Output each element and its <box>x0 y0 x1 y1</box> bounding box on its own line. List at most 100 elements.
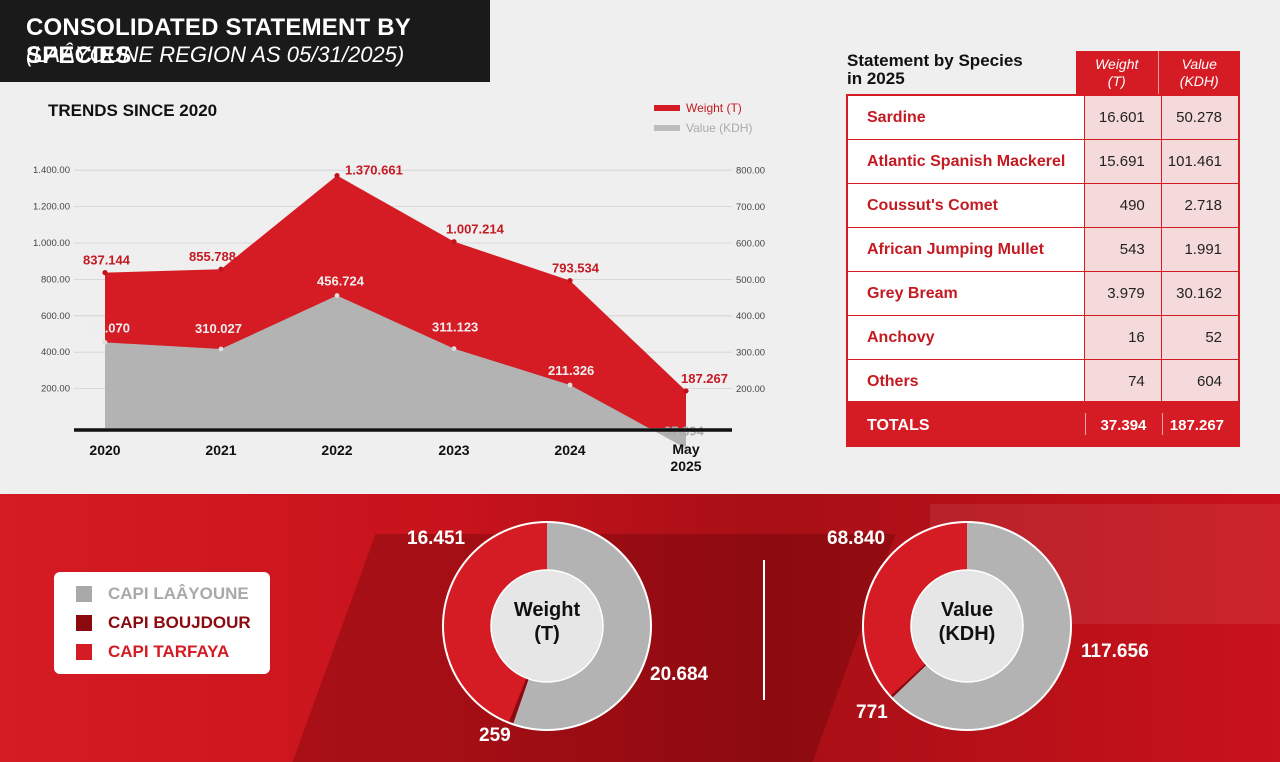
legend-swatch-boujdour <box>76 615 92 631</box>
value-data-label: 310.027 <box>195 321 242 336</box>
species-weight: 16 <box>1083 316 1161 359</box>
legend-weight: Weight (T) <box>654 101 742 115</box>
value-tarfaya-label: 68.840 <box>827 528 886 549</box>
y-right-tick: 800.00 <box>736 165 765 176</box>
y-left-tick: 1.400.00 <box>33 165 70 176</box>
header-banner: CONSOLIDATED STATEMENT BY SPECIES (LAÂYO… <box>0 0 490 82</box>
y-right-tick: 200.00 <box>736 384 765 395</box>
donut-outer-ring <box>442 521 652 731</box>
weight-laayoune-label: 20.684 <box>650 664 709 685</box>
donut-slice <box>508 678 529 725</box>
species-value: 1.991 <box>1160 228 1239 271</box>
legend-value: Value (KDH) <box>654 121 752 135</box>
table-row: Grey Bream 3.979 30.162 <box>848 272 1239 316</box>
value-center-line2: (KDH) <box>938 623 996 645</box>
legend-value-label: Value (KDH) <box>686 121 753 135</box>
value-data-label: 211.326 <box>548 363 594 378</box>
y-right-tick: 700.00 <box>736 202 765 213</box>
weight-point <box>451 239 457 245</box>
y-left-tick: 1.000.00 <box>33 238 70 249</box>
weight-point <box>567 277 573 284</box>
value-data-label: 311.123 <box>432 320 478 335</box>
totals-row: TOTALS 37.394 187.267 <box>846 401 1240 447</box>
table-title: Statement by Species in 2025 <box>847 52 1067 88</box>
donut-slice <box>891 522 1071 730</box>
col-weight-header: Weight (T) <box>1076 51 1159 95</box>
value-boujdour-label: 771 <box>856 702 888 723</box>
species-name: Atlantic Spanish Mackerel <box>848 140 1084 183</box>
donut-outer-ring <box>862 521 1072 731</box>
value-center-line1: Value <box>940 599 994 621</box>
x-tick-label: May <box>672 441 699 457</box>
weight-point <box>683 388 689 394</box>
donut-center <box>490 569 604 683</box>
value-laayoune-label: 117.656 <box>1081 641 1149 662</box>
value-data-label: 456.724 <box>317 274 365 289</box>
donut-slice <box>863 522 967 697</box>
col-value-header: Value (KDH) <box>1159 51 1241 95</box>
weight-boujdour-label: 259 <box>479 725 511 746</box>
x-tick-label: 2021 <box>205 442 236 458</box>
value-point <box>102 340 108 345</box>
totals-label: TOTALS <box>867 417 930 434</box>
value-donut-chart <box>862 521 1072 731</box>
table-row: Coussut's Comet 490 2.718 <box>848 184 1239 228</box>
weight-point <box>102 270 108 276</box>
species-weight: 3.979 <box>1083 272 1161 315</box>
y-left-tick: 400.00 <box>41 347 70 358</box>
weight-tarfaya-label: 16.451 <box>407 528 466 549</box>
y-left-tick: 1.200.00 <box>33 202 70 213</box>
table-title-line2: in 2025 <box>847 69 905 88</box>
weight-data-label: 855.788 <box>189 249 236 264</box>
value-point <box>567 382 573 388</box>
donut-slice <box>512 522 651 730</box>
legend-weight-label: Weight (T) <box>686 101 742 115</box>
table-row: African Jumping Mullet 543 1.991 <box>848 228 1239 272</box>
y-right-tick: 400.00 <box>736 311 765 322</box>
donut-divider <box>763 560 765 700</box>
y-left-tick: 600.00 <box>41 311 70 322</box>
species-table: Sardine 16.601 50.278 Atlantic Spanish M… <box>846 94 1240 404</box>
value-point <box>683 445 689 451</box>
legend-item-tarfaya: CAPI TARFAYA <box>76 642 229 662</box>
species-name: Grey Bream <box>848 272 1084 315</box>
species-value: 604 <box>1160 360 1239 404</box>
species-value: 101.461 <box>1160 140 1239 183</box>
value-point <box>334 293 340 298</box>
capi-legend: CAPI LAÂYOUNE CAPI BOUJDOUR CAPI TARFAYA <box>54 572 270 674</box>
page-title: CONSOLIDATED STATEMENT BY SPECIES <box>26 14 411 69</box>
table-title-line1: Statement by Species <box>847 51 1023 70</box>
donut-slice <box>442 522 547 723</box>
col-value-line2: (KDH) <box>1179 73 1219 89</box>
page-subtitle: (LAÂYOUNE REGION AS 05/31/2025) <box>26 42 405 67</box>
legend-swatch-tarfaya <box>76 644 92 660</box>
x-tick-label: 2023 <box>438 442 469 458</box>
x-tick-label: 2022 <box>321 442 352 458</box>
x-tick-label: 2025 <box>670 458 701 474</box>
legend-label-tarfaya: CAPI TARFAYA <box>108 642 230 661</box>
legend-label-boujdour: CAPI BOUJDOUR <box>108 613 251 632</box>
species-value: 52 <box>1160 316 1239 359</box>
weight-data-label: 187.267 <box>681 371 728 386</box>
legend-label-laayoune: CAPI LAÂYOUNE <box>108 584 249 603</box>
weight-donut-chart <box>442 521 652 731</box>
table-row: Atlantic Spanish Mackerel 15.691 101.461 <box>848 140 1239 184</box>
weight-point <box>218 266 224 272</box>
species-name: African Jumping Mullet <box>848 228 1084 271</box>
species-weight: 543 <box>1083 228 1161 271</box>
donut-center <box>910 569 1024 683</box>
species-weight: 16.601 <box>1083 96 1161 139</box>
value-point <box>451 346 457 351</box>
value-data-label: 328.070 <box>83 320 130 335</box>
legend-swatch-laayoune <box>76 586 92 602</box>
value-point <box>218 346 224 352</box>
y-right-tick: 500.00 <box>736 275 765 286</box>
value-series-area <box>105 295 686 449</box>
weight-center-line2: (T) <box>534 623 560 645</box>
x-tick-label: 2020 <box>89 442 120 458</box>
species-name: Coussut's Comet <box>848 184 1084 227</box>
species-value: 50.278 <box>1160 96 1239 139</box>
weight-center-line1: Weight <box>513 599 581 621</box>
trends-title: TRENDS SINCE 2020 <box>48 101 218 120</box>
weight-data-label: 1.370.661 <box>345 163 403 178</box>
